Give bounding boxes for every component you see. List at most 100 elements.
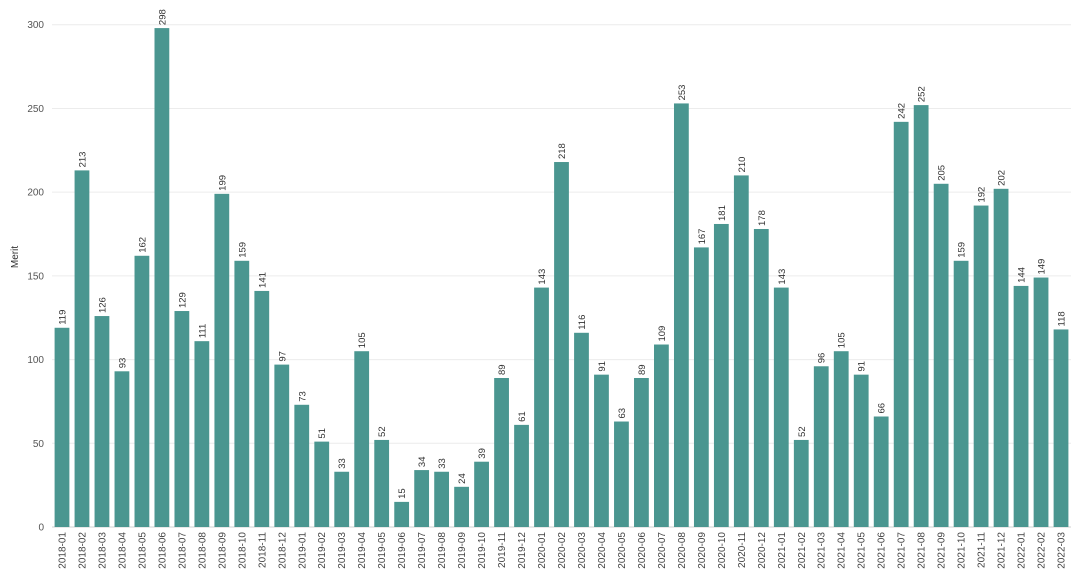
x-tick-label: 2018-03 (97, 532, 108, 569)
bar (194, 341, 209, 527)
data-label: 167 (697, 229, 708, 245)
bar (854, 375, 869, 527)
bar (634, 378, 649, 527)
x-tick-label: 2020-07 (657, 532, 668, 569)
bar (934, 184, 949, 527)
bar (694, 247, 709, 527)
data-label: 192 (977, 187, 988, 203)
bar (75, 170, 90, 527)
data-label: 159 (957, 242, 968, 258)
x-tick-label: 2019-05 (377, 532, 388, 569)
bar (954, 261, 969, 527)
y-axis-title: Merit (10, 246, 21, 268)
bar (894, 122, 909, 527)
bar (135, 256, 150, 527)
bar (734, 175, 749, 527)
bar (614, 422, 629, 527)
data-label: 73 (297, 391, 308, 402)
bar (434, 472, 449, 527)
x-tick-label: 2021-02 (797, 532, 808, 569)
x-tick-label: 2020-04 (597, 532, 608, 569)
x-tick-label: 2019-06 (397, 532, 408, 569)
x-tick-label: 2020-01 (537, 532, 548, 569)
x-tick-label: 2018-05 (137, 532, 148, 569)
bar (474, 462, 489, 527)
data-label: 105 (837, 332, 848, 348)
x-tick-label: 2020-12 (757, 532, 768, 569)
x-tick-label: 2020-05 (617, 532, 628, 569)
data-label: 116 (577, 315, 588, 330)
x-tick-label: 2020-06 (637, 532, 648, 569)
x-tick-label: 2019-02 (317, 532, 328, 569)
data-label: 109 (657, 326, 668, 342)
x-tick-label: 2018-12 (277, 532, 288, 569)
bar (294, 405, 309, 527)
data-label: 91 (597, 361, 608, 372)
x-tick-label: 2020-11 (737, 532, 748, 568)
x-tick-label: 2018-06 (157, 532, 168, 569)
bar (974, 206, 989, 527)
data-label: 178 (757, 210, 768, 226)
x-tick-label: 2021-01 (777, 532, 788, 569)
bar (534, 288, 549, 527)
data-label: 119 (57, 310, 68, 325)
bar (714, 224, 729, 527)
x-tick-label: 2019-01 (297, 532, 308, 569)
bar (234, 261, 249, 527)
y-tick-label: 250 (27, 104, 44, 115)
data-label: 52 (797, 426, 808, 437)
bar (554, 162, 569, 527)
data-label: 213 (77, 152, 88, 168)
x-tick-label: 2021-11 (977, 532, 988, 568)
data-label: 205 (937, 165, 948, 181)
bar (914, 105, 929, 527)
data-label: 118 (1057, 311, 1068, 326)
x-tick-label: 2020-03 (577, 532, 588, 569)
bar (774, 288, 789, 527)
data-label: 143 (777, 269, 788, 285)
data-label: 61 (517, 411, 528, 422)
y-axis: 050100150200250300 (27, 20, 44, 533)
x-tick-label: 2021-08 (917, 532, 928, 569)
bar (1054, 329, 1069, 527)
data-label: 126 (97, 297, 108, 313)
data-label: 97 (277, 351, 288, 362)
data-label: 24 (457, 473, 468, 484)
data-label: 52 (377, 426, 388, 437)
data-label: 39 (477, 448, 488, 459)
x-tick-label: 2021-12 (997, 532, 1008, 569)
x-tick-label: 2022-01 (1017, 532, 1028, 569)
bar (814, 366, 829, 527)
bar (874, 417, 889, 527)
bar (254, 291, 269, 527)
bar (274, 365, 289, 527)
bar (214, 194, 229, 527)
data-label: 15 (397, 488, 408, 499)
bar (494, 378, 509, 527)
bar (654, 345, 669, 527)
data-label: 91 (857, 361, 868, 372)
data-label: 105 (357, 332, 368, 348)
y-tick-label: 100 (27, 355, 44, 366)
data-label: 34 (417, 456, 428, 467)
bar (834, 351, 849, 527)
x-tick-label: 2021-07 (897, 532, 908, 569)
x-tick-label: 2019-03 (337, 532, 348, 569)
bar (1034, 278, 1049, 527)
bar (354, 351, 369, 527)
x-tick-label: 2021-06 (877, 532, 888, 569)
bar (794, 440, 809, 527)
x-tick-label: 2021-09 (937, 532, 948, 569)
x-axis: 2018-01 2018-02 2018-03 2018-04 2018-05 2018-… (57, 532, 1067, 569)
data-label: 218 (557, 143, 568, 159)
x-tick-label: 2021-03 (817, 532, 828, 569)
data-label: 93 (117, 358, 128, 369)
data-label: 298 (157, 9, 168, 25)
x-tick-label: 2021-04 (837, 532, 848, 569)
bar (334, 472, 349, 527)
data-label: 253 (677, 85, 688, 101)
bar (1014, 286, 1029, 527)
data-label: 96 (817, 353, 828, 364)
x-tick-label: 2022-03 (1057, 532, 1068, 569)
bar (574, 333, 589, 527)
